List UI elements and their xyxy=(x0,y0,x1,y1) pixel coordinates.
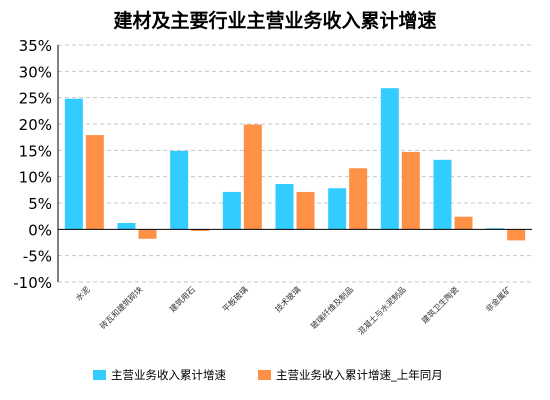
bar xyxy=(507,229,526,241)
x-tick-label: 平板玻璃 xyxy=(220,284,250,314)
bar xyxy=(222,191,241,230)
bar xyxy=(349,168,368,230)
y-tick-label: 10% xyxy=(19,169,52,187)
bar xyxy=(296,191,315,230)
bar xyxy=(170,150,189,230)
bar xyxy=(85,135,104,230)
bar xyxy=(275,184,294,230)
legend-label: 主营业务收入累计增速 xyxy=(111,368,226,382)
legend-label: 主营业务收入累计增速_上年同月 xyxy=(276,368,443,382)
x-tick-label: 非金属矿 xyxy=(483,284,513,314)
y-tick-label: 15% xyxy=(19,142,52,160)
y-tick-label: 5% xyxy=(28,195,52,213)
y-tick-label: 20% xyxy=(19,116,52,134)
bar xyxy=(191,229,210,231)
x-tick-label: 玻璃纤维及制品 xyxy=(308,284,355,331)
bar xyxy=(138,229,157,239)
chart-title: 建材及主要行业主营业务收入累计增速 xyxy=(113,9,436,32)
gridlines xyxy=(58,44,532,283)
y-tick-label: -5% xyxy=(23,248,52,266)
y-tick-label: 0% xyxy=(28,221,52,239)
x-tick-label: 砖瓦和建筑砌块 xyxy=(98,284,145,331)
x-tick-label: 建筑卫生陶瓷 xyxy=(419,284,460,325)
legend-swatch xyxy=(258,370,271,380)
bar xyxy=(433,159,452,230)
y-axis: -10% -5% 0% 5% 10% 15% 20% 25% 30% 35% xyxy=(13,37,59,292)
bar xyxy=(328,188,347,230)
bar xyxy=(380,88,399,230)
bar xyxy=(243,124,262,230)
bar xyxy=(454,216,473,230)
y-tick-label: 35% xyxy=(19,37,52,55)
x-tick-label: 混凝土与水泥制品 xyxy=(355,284,407,336)
x-tick-label: 技术玻璃 xyxy=(273,284,303,314)
x-tick-label: 建筑用石 xyxy=(167,284,197,314)
bar xyxy=(117,223,136,230)
x-axis: 水泥 砖瓦和建筑砌块 建筑用石 平板玻璃 技术玻璃 玻璃纤维及制品 混凝土与水泥制品 建筑卫生… xyxy=(58,228,532,337)
legend: 主营业务收入累计增速 主营业务收入累计增速_上年同月 xyxy=(93,368,443,382)
bars xyxy=(64,88,526,241)
y-tick-label: 25% xyxy=(19,90,52,108)
y-tick-label: -10% xyxy=(13,274,52,292)
y-tick-label: 30% xyxy=(19,63,52,81)
bar xyxy=(401,151,420,230)
legend-swatch xyxy=(93,370,106,380)
x-tick-label: 水泥 xyxy=(73,284,91,302)
bar xyxy=(64,98,83,230)
bar xyxy=(486,228,505,230)
